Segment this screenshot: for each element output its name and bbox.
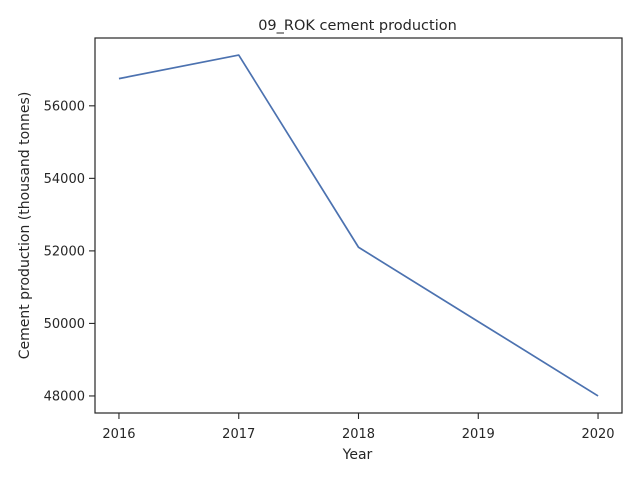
y-axis-label: Cement production (thousand tonnes) [17,92,33,360]
chart-title: 09_ROK cement production [258,18,457,34]
y-tick-label: 52000 [44,244,85,259]
plot-area [118,54,599,397]
x-axis-ticks: 2016 2017 2018 2019 2020 [102,413,615,442]
y-tick-label: 48000 [44,389,85,404]
series-line [118,54,599,397]
y-axis-ticks: 48000 50000 52000 54000 56000 [44,99,95,404]
x-tick-label: 2016 [102,427,135,442]
plot-frame [94,37,623,414]
x-tick-label: 2017 [222,427,255,442]
x-axis-label: Year [342,447,373,463]
x-tick-label: 2019 [462,427,495,442]
y-tick-label: 50000 [44,317,85,332]
x-tick-label: 2018 [342,427,375,442]
y-tick-label: 54000 [44,172,85,187]
y-tick-label: 56000 [44,99,85,114]
x-tick-label: 2020 [581,427,614,442]
